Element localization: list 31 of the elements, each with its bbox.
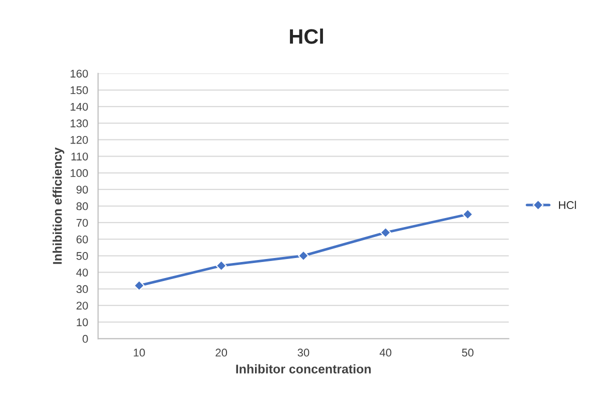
y-tick-label: 90 [76,186,88,194]
y-tick-label: 0 [82,334,88,343]
y-tick-label: 40 [76,268,88,276]
y-axis-title: Inhibition efficiency [52,147,64,264]
chart-title: HCl [290,28,323,44]
point [216,260,227,272]
y-tick-label: 140 [70,102,88,111]
x-tick-label: 40 [380,348,392,357]
y-tick-label: 100 [70,169,88,178]
x-axis-title: Inhibitor concentration [236,364,371,374]
y-tick-label: 160 [70,70,88,78]
y-tick-label: 120 [70,136,88,144]
x-tick-label: 20 [216,348,228,357]
point [134,280,145,292]
x-tick-label: 50 [462,348,474,357]
y-tick-label: 70 [76,218,88,227]
y-tick-label: 30 [76,285,88,294]
y-tick-label: 10 [76,318,88,326]
point [298,250,309,262]
y-tick-label: 110 [71,152,88,160]
x-tick-label: 10 [134,348,145,357]
y-tick-label: 50 [76,252,88,260]
y-tick-label: 60 [76,235,88,244]
x-tick-label: 30 [298,348,310,357]
y-tick-label: 130 [70,119,88,128]
y-tick-label: 20 [76,302,88,310]
y-tick-label: 80 [76,202,88,210]
y-tick-label: 150 [70,86,88,94]
legend-label: HCl [559,200,576,210]
point [462,208,474,220]
point [380,227,392,238]
